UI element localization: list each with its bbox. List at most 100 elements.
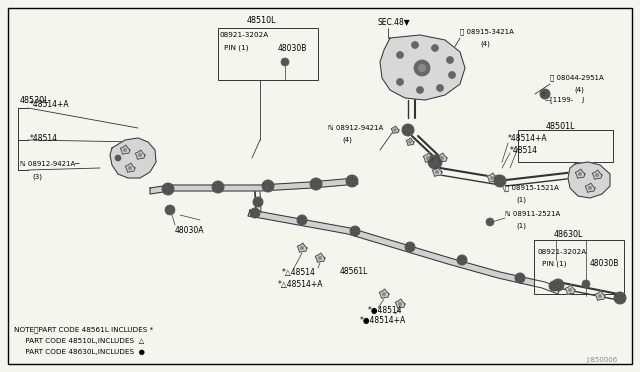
Text: *48514: *48514 — [510, 145, 538, 154]
Text: *△48514+A: *△48514+A — [278, 279, 323, 289]
Circle shape — [405, 242, 415, 252]
Polygon shape — [568, 162, 610, 198]
Circle shape — [402, 124, 414, 136]
Polygon shape — [487, 173, 497, 182]
Polygon shape — [396, 299, 405, 308]
Polygon shape — [120, 145, 130, 154]
Circle shape — [394, 129, 396, 131]
Circle shape — [431, 45, 438, 51]
Text: 08921-3202A: 08921-3202A — [220, 32, 269, 38]
Circle shape — [418, 64, 426, 72]
Circle shape — [417, 87, 424, 93]
Circle shape — [408, 141, 412, 143]
Circle shape — [398, 302, 402, 306]
Text: *48514: *48514 — [30, 134, 58, 142]
Circle shape — [397, 51, 403, 58]
Polygon shape — [110, 138, 156, 178]
Circle shape — [490, 176, 493, 180]
Circle shape — [614, 292, 626, 304]
Text: PIN (1): PIN (1) — [542, 261, 566, 267]
Polygon shape — [592, 170, 602, 179]
Text: (4): (4) — [574, 87, 584, 93]
Text: *●48514: *●48514 — [368, 305, 403, 314]
Circle shape — [428, 155, 442, 169]
Text: Ⓦ 08915-1521A: Ⓦ 08915-1521A — [505, 185, 559, 191]
Circle shape — [212, 181, 224, 193]
Text: 48030B: 48030B — [590, 260, 620, 269]
Circle shape — [300, 246, 304, 250]
Text: Ⓑ 08044-2951A: Ⓑ 08044-2951A — [550, 75, 604, 81]
Text: *●48514+A: *●48514+A — [360, 315, 406, 324]
Circle shape — [552, 279, 564, 291]
Polygon shape — [316, 253, 325, 262]
Circle shape — [128, 166, 132, 170]
Text: ℕ 08912-9421A: ℕ 08912-9421A — [328, 125, 383, 131]
Text: (1): (1) — [516, 197, 526, 203]
Text: *48514+A: *48514+A — [508, 134, 548, 142]
Bar — [218, 28, 318, 80]
Polygon shape — [391, 126, 399, 134]
Circle shape — [540, 89, 550, 99]
Circle shape — [165, 205, 175, 215]
Text: PART CODE 48630L,INCLUDES  ●: PART CODE 48630L,INCLUDES ● — [14, 349, 145, 355]
Circle shape — [350, 226, 360, 236]
Circle shape — [579, 172, 582, 176]
Text: 08921-3202A: 08921-3202A — [538, 249, 588, 255]
Text: PART CODE 48510L,INCLUDES  △: PART CODE 48510L,INCLUDES △ — [14, 338, 144, 344]
Text: *△48514: *△48514 — [282, 267, 316, 276]
Polygon shape — [380, 35, 465, 100]
Circle shape — [281, 58, 289, 66]
Circle shape — [412, 42, 419, 48]
Circle shape — [447, 57, 454, 64]
Text: 48030A: 48030A — [175, 225, 205, 234]
Text: [1199-    J: [1199- J — [550, 97, 584, 103]
Polygon shape — [586, 183, 595, 192]
Text: 48501L: 48501L — [546, 122, 575, 131]
Polygon shape — [595, 291, 605, 300]
Circle shape — [162, 183, 174, 195]
Text: (1): (1) — [516, 223, 526, 229]
Polygon shape — [150, 178, 358, 194]
Polygon shape — [125, 163, 135, 172]
Polygon shape — [380, 289, 389, 298]
Circle shape — [457, 255, 467, 265]
Circle shape — [250, 208, 260, 218]
Polygon shape — [565, 285, 575, 294]
Polygon shape — [437, 153, 447, 162]
Circle shape — [262, 180, 274, 192]
Text: 48630L: 48630L — [554, 230, 584, 238]
Polygon shape — [423, 153, 433, 162]
Circle shape — [515, 273, 525, 283]
Text: 48530L: 48530L — [20, 96, 49, 105]
Text: (3): (3) — [32, 174, 42, 180]
Text: NOTE；PART CODE 48561L INCLUDES *: NOTE；PART CODE 48561L INCLUDES * — [14, 327, 153, 333]
Text: B: B — [541, 92, 545, 96]
Circle shape — [598, 294, 602, 298]
Bar — [518, 130, 613, 162]
Circle shape — [486, 218, 494, 226]
Text: (4): (4) — [480, 41, 490, 47]
Circle shape — [595, 173, 599, 177]
Circle shape — [582, 280, 590, 288]
Polygon shape — [406, 138, 414, 145]
Circle shape — [115, 155, 121, 161]
Text: SEC.48▼: SEC.48▼ — [378, 17, 411, 26]
Text: (4): (4) — [342, 137, 352, 143]
Text: 48510L: 48510L — [247, 16, 276, 25]
Circle shape — [318, 256, 322, 260]
Circle shape — [124, 148, 127, 152]
Text: 48030B: 48030B — [278, 44, 307, 52]
Circle shape — [588, 186, 592, 190]
Polygon shape — [298, 243, 307, 252]
Text: 48561L: 48561L — [340, 267, 369, 276]
Circle shape — [440, 156, 444, 160]
Polygon shape — [135, 150, 145, 159]
Circle shape — [382, 292, 386, 296]
Text: *48514+A: *48514+A — [30, 99, 70, 109]
Circle shape — [310, 178, 322, 190]
Circle shape — [253, 197, 263, 207]
Circle shape — [436, 84, 444, 92]
Circle shape — [138, 153, 141, 157]
Circle shape — [426, 156, 429, 160]
Circle shape — [414, 60, 430, 76]
